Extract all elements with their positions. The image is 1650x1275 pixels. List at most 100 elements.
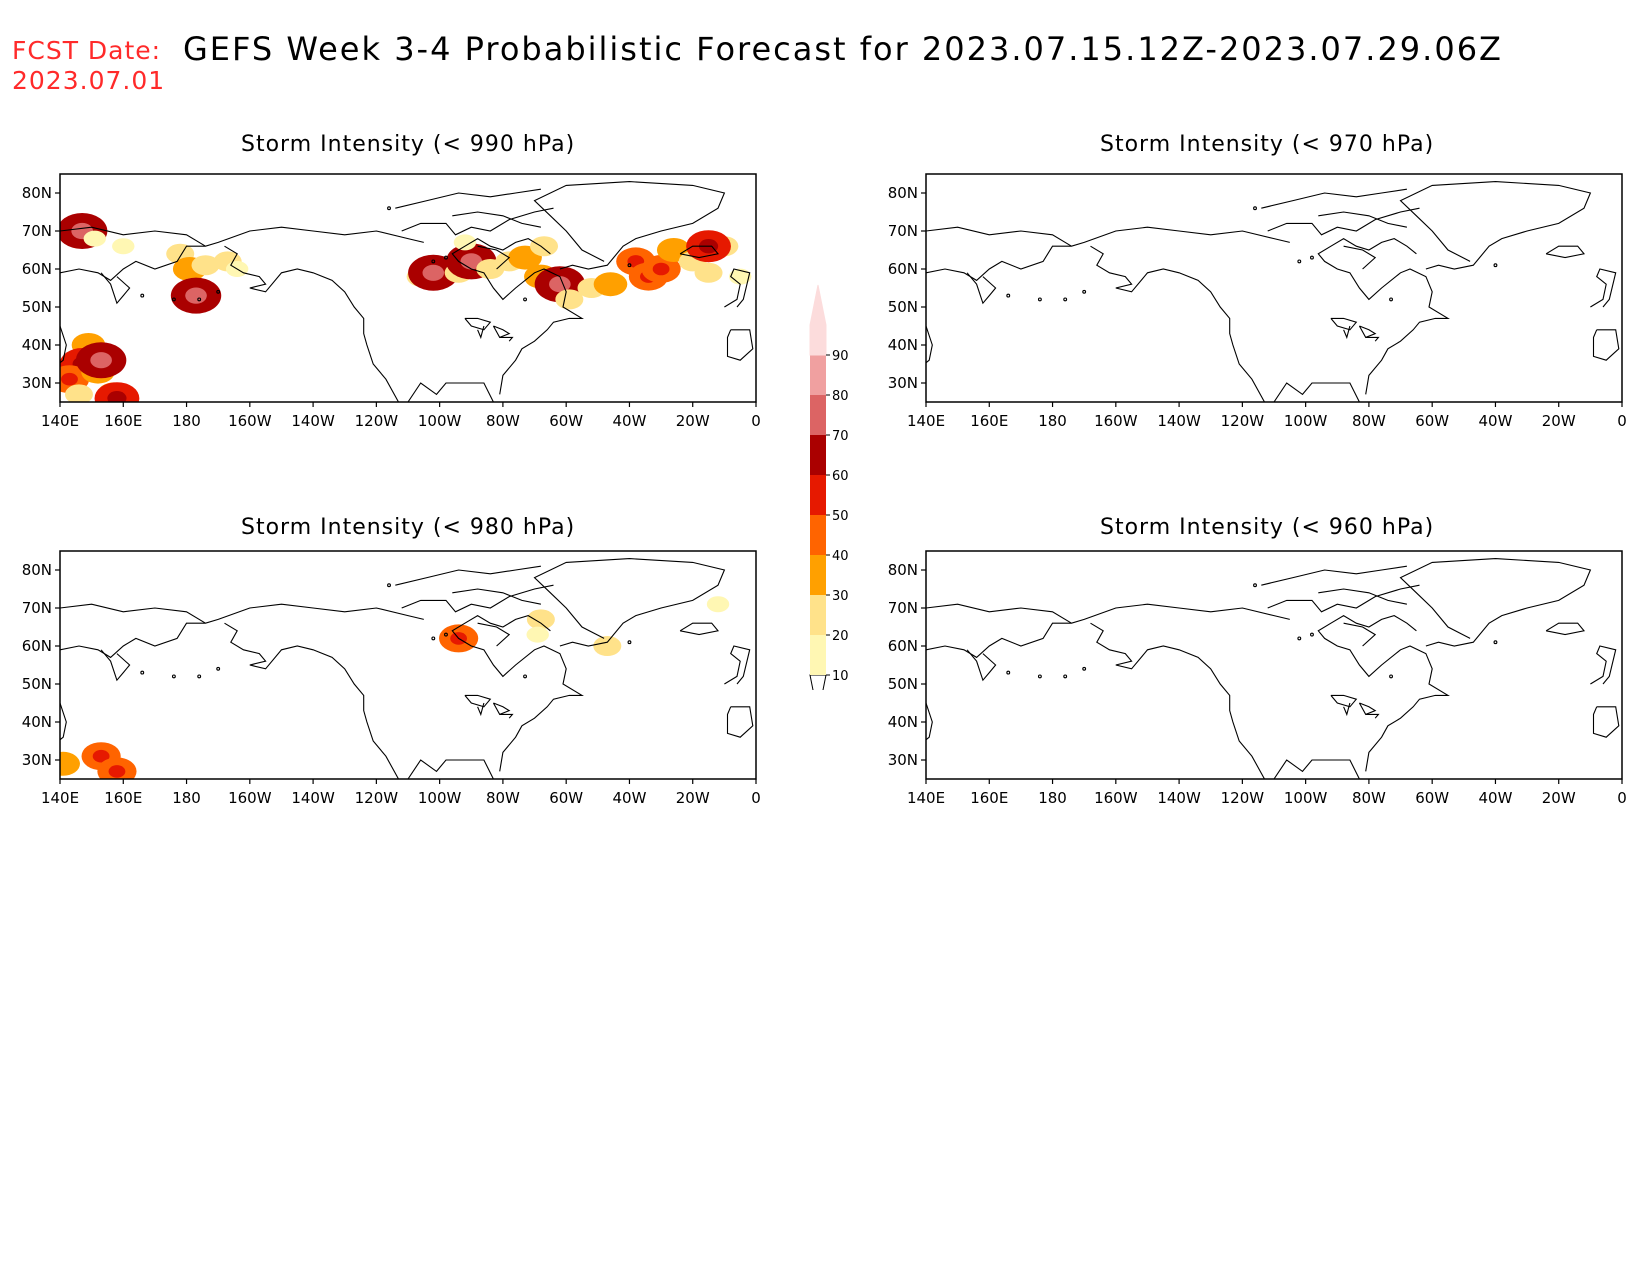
coastline	[407, 759, 494, 779]
lat-tick-label: 50N	[888, 298, 918, 316]
probability-patch	[593, 636, 622, 656]
coastline	[477, 622, 511, 647]
colorbar-label: 10	[832, 669, 849, 684]
lat-tick-label: 70N	[22, 222, 52, 240]
lat-tick-label: 30N	[22, 374, 52, 392]
probability-patch	[526, 609, 555, 630]
island-dot	[1037, 297, 1042, 302]
colorbar-label: 30	[832, 589, 849, 604]
lon-tick-label: 0	[751, 789, 761, 807]
lon-tick-label: 160E	[104, 412, 142, 430]
lon-tick-label: 20W	[676, 789, 710, 807]
coastline	[966, 272, 997, 305]
coastline	[1317, 614, 1450, 772]
coastline	[724, 268, 751, 308]
coastline	[1399, 558, 1592, 647]
lon-tick-label: 120W	[1221, 789, 1265, 807]
island-dot	[1389, 297, 1394, 302]
coastlines	[60, 181, 754, 402]
lon-tick-label: 20W	[676, 412, 710, 430]
coastline	[1590, 645, 1617, 685]
probability-core	[107, 391, 127, 402]
lon-tick-label: 40W	[1478, 412, 1512, 430]
probability-patch	[60, 751, 80, 776]
probability-core	[92, 749, 110, 763]
lon-tick-label: 80W	[486, 789, 520, 807]
lake-outline	[499, 336, 514, 342]
coastlines	[926, 558, 1620, 779]
island-dot	[140, 670, 145, 675]
lon-tick-label: 80W	[1352, 412, 1386, 430]
probability-patch	[728, 268, 752, 285]
lake-outline	[1365, 713, 1380, 719]
coastline	[60, 603, 206, 624]
island-dot	[216, 289, 221, 294]
coastline	[1317, 237, 1450, 395]
probability-core	[108, 765, 126, 778]
main-title: GEFS Week 3-4 Probabilistic Forecast for…	[183, 30, 1503, 68]
probability-patch	[112, 238, 135, 255]
lat-tick-label: 30N	[888, 751, 918, 769]
coastline	[224, 245, 399, 402]
coastline	[60, 226, 424, 282]
coastline	[926, 603, 1290, 659]
coastline	[1261, 565, 1407, 586]
coastlines	[60, 558, 754, 779]
coastline	[452, 211, 542, 228]
island-dot	[216, 666, 221, 671]
island-dot	[1297, 636, 1302, 641]
lon-tick-label: 80W	[486, 412, 520, 430]
coastline	[60, 226, 206, 247]
fcst-date: 2023.07.01	[12, 66, 166, 95]
lake-outline	[1330, 317, 1358, 331]
island-dot	[627, 640, 632, 645]
island-dot	[431, 259, 436, 264]
lat-tick-label: 60N	[888, 637, 918, 655]
map-frame	[59, 173, 757, 403]
coastline	[1592, 706, 1620, 738]
lon-tick-label: 60W	[549, 412, 583, 430]
probability-patch	[706, 596, 730, 613]
probability-patch	[453, 234, 477, 251]
coastline	[100, 649, 131, 682]
coastline	[477, 245, 511, 270]
lat-tick-label: 80N	[888, 561, 918, 579]
colorbar-label: 70	[832, 429, 849, 444]
lat-tick-label: 60N	[22, 637, 52, 655]
island-dot	[1310, 632, 1314, 637]
lon-tick-label: 160W	[228, 789, 272, 807]
coastline	[726, 329, 754, 361]
island-dot	[140, 293, 145, 298]
lon-tick-label: 120W	[1221, 412, 1265, 430]
coastline	[1343, 245, 1377, 270]
lat-tick-label: 40N	[888, 713, 918, 731]
lake-outline	[492, 702, 511, 716]
island-dot	[1063, 674, 1068, 679]
coastline	[679, 622, 720, 636]
probability-patch	[191, 255, 220, 276]
coastline	[1545, 622, 1586, 636]
coastline	[401, 584, 554, 613]
fcst-label: FCST Date:	[12, 36, 162, 65]
probability-core	[61, 372, 78, 386]
coastline	[726, 706, 754, 738]
island-dot	[1063, 297, 1068, 302]
coastline	[724, 645, 751, 685]
lake-outline	[1365, 336, 1380, 342]
map-panel-970: 140E 160E 180 160W 140W 120W 100W 80W 60W 40W 20W 0…	[888, 173, 1627, 430]
lon-tick-label: 40W	[1478, 789, 1512, 807]
lon-tick-label: 140E	[907, 789, 945, 807]
lon-tick-label: 120W	[355, 789, 399, 807]
probability-patch	[83, 230, 107, 247]
island-dot	[1310, 255, 1314, 260]
lat-tick-label: 80N	[888, 184, 918, 202]
coastline	[451, 237, 584, 395]
colorbar-segment	[810, 435, 826, 475]
lon-tick-label: 160W	[1094, 412, 1138, 430]
coastlines	[926, 181, 1620, 402]
lon-tick-label: 160W	[1094, 789, 1138, 807]
coastline	[966, 649, 997, 682]
island-dot	[387, 583, 391, 588]
island-dot	[1037, 674, 1042, 679]
